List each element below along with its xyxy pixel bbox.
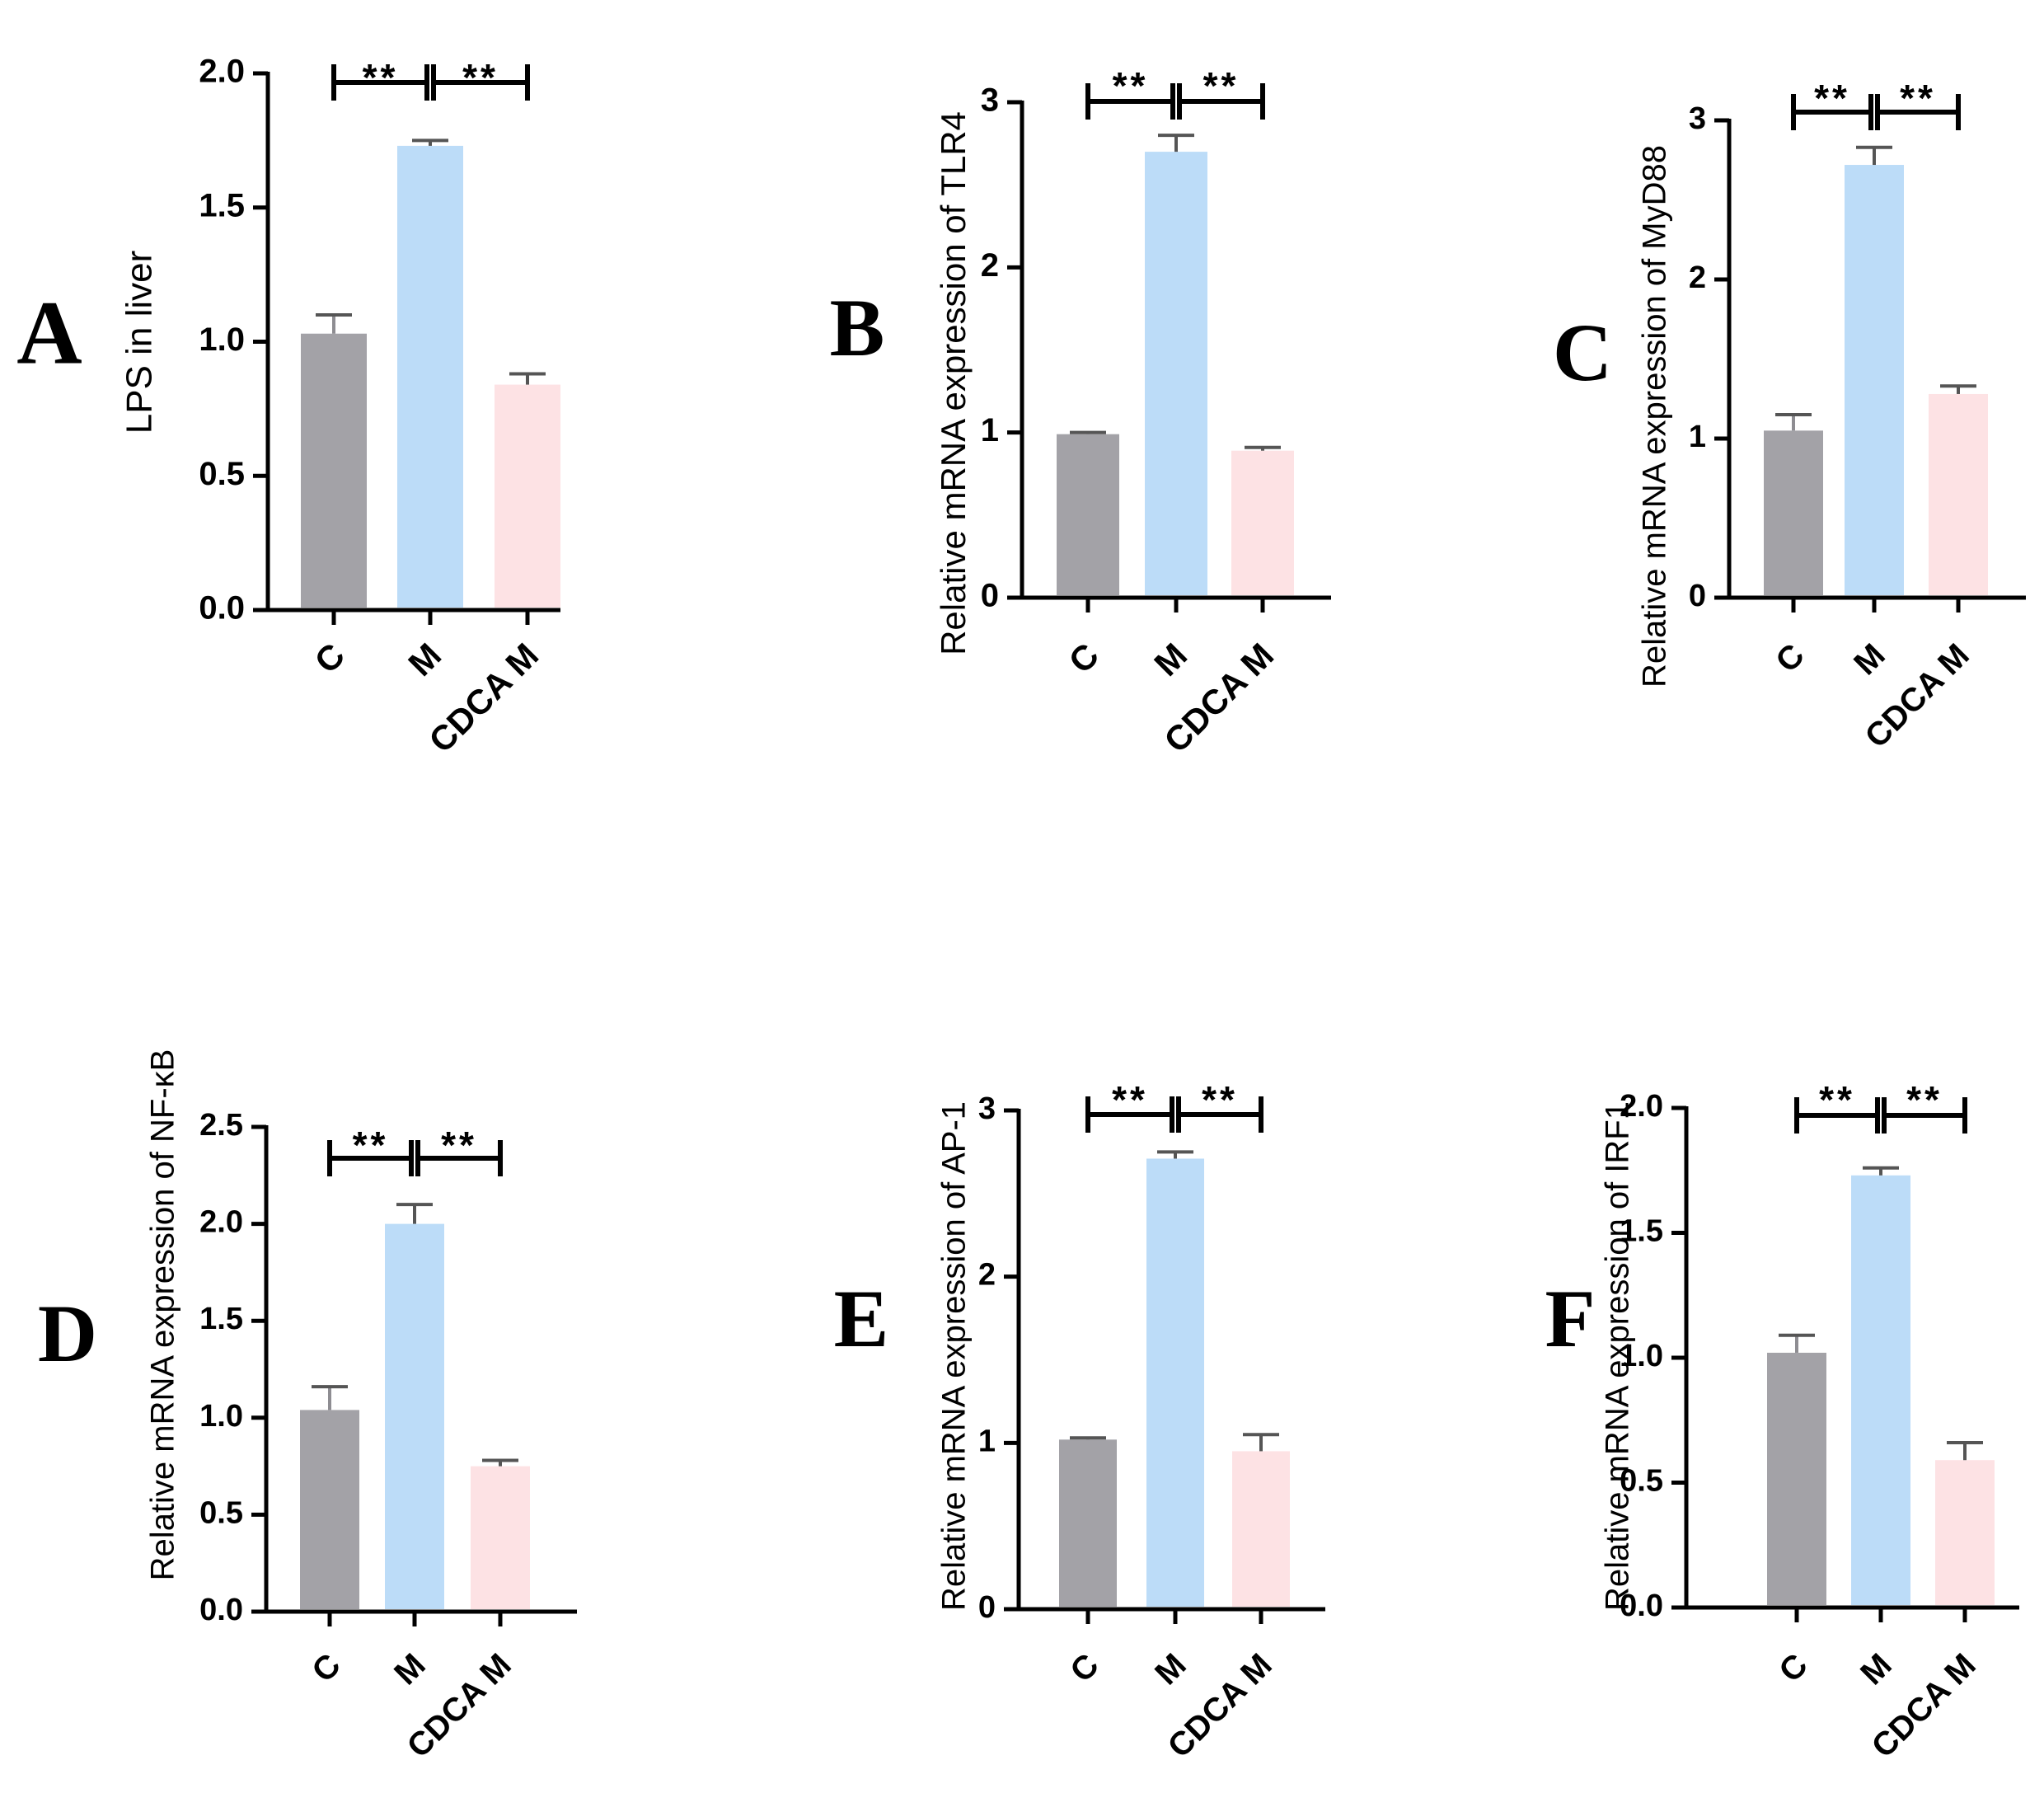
bar-m — [385, 1223, 444, 1609]
significance-stars: ** — [1202, 1078, 1238, 1121]
panel-letter: B — [830, 282, 885, 373]
bar-cdca-m — [1232, 1451, 1290, 1607]
y-tick-label: 1.0 — [199, 322, 245, 358]
bar-cdca-m — [471, 1466, 530, 1609]
y-tick-label: 2 — [978, 1258, 996, 1293]
bar-m — [1145, 152, 1207, 596]
bar-cdca-m — [1935, 1460, 1995, 1605]
x-tick-label: M — [1148, 1647, 1193, 1692]
panel-letter: C — [1553, 307, 1612, 398]
bar-cdca-m — [1231, 450, 1294, 595]
y-tick-label: 2.5 — [199, 1108, 243, 1143]
panel-letter: D — [38, 1288, 97, 1379]
panel-letter: E — [834, 1273, 889, 1364]
y-tick-label: 0.5 — [1620, 1464, 1663, 1499]
y-tick-label: 0 — [978, 1590, 996, 1625]
significance-stars: ** — [441, 1124, 477, 1166]
significance-stars: ** — [462, 56, 499, 99]
significance-stars: ** — [1814, 77, 1850, 120]
y-tick-label: 1 — [981, 412, 999, 448]
y-axis-title: Relative mRNA expression of AP-1 — [936, 1101, 973, 1611]
significance-stars: ** — [1203, 64, 1240, 107]
bar-cdca-m — [495, 384, 560, 608]
y-tick-label: 1.5 — [199, 187, 245, 223]
bar-m — [397, 145, 463, 608]
significance-stars: ** — [1819, 1078, 1855, 1121]
bar-m — [1146, 1158, 1204, 1607]
y-tick-label: 2.0 — [1620, 1089, 1663, 1124]
y-tick-label: 1 — [1689, 420, 1706, 454]
y-tick-label: 3 — [1689, 101, 1706, 136]
significance-stars: ** — [353, 1124, 389, 1166]
y-tick-label: 0 — [1689, 579, 1706, 613]
significance-stars: ** — [1112, 1078, 1148, 1121]
y-axis-title: Relative mRNA expression of NF-κB — [145, 1049, 181, 1581]
bar-c — [1059, 1439, 1117, 1607]
significance-stars: ** — [363, 56, 399, 99]
y-tick-label: 0.0 — [199, 1593, 243, 1627]
y-tick-label: 2 — [981, 247, 999, 284]
y-tick-label: 0.5 — [199, 1495, 243, 1530]
bar-c — [1057, 434, 1119, 595]
panel-d: D 0.0 0.5 1.0 1.5 2.0 2.5 Relative mRNA express… — [38, 1049, 577, 1765]
x-tick-label: C — [307, 636, 353, 681]
bar-m — [1851, 1175, 1910, 1605]
x-tick-label: M — [1854, 1647, 1899, 1692]
x-tick-label: C — [1062, 636, 1107, 681]
y-tick-label: 3 — [981, 82, 999, 119]
bar-cdca-m — [1929, 393, 1988, 595]
y-tick-label: 1.5 — [199, 1302, 243, 1336]
y-tick-label: 1.0 — [199, 1399, 243, 1434]
y-tick-label: 3 — [978, 1091, 996, 1126]
panel-letter: A — [16, 282, 82, 383]
y-tick-label: 0.0 — [199, 590, 245, 627]
y-tick-label: 0.5 — [199, 456, 245, 492]
y-tick-label: 2 — [1689, 261, 1706, 295]
x-tick-label: M — [1146, 636, 1194, 683]
x-tick-label: C — [1063, 1647, 1106, 1690]
bar-c — [1767, 1352, 1826, 1605]
y-tick-label: 2.0 — [199, 1205, 243, 1240]
y-tick-label: 1.0 — [1620, 1339, 1663, 1373]
bar-c — [301, 333, 367, 608]
y-tick-label: 0 — [981, 578, 999, 614]
panel-letter: F — [1545, 1273, 1595, 1364]
y-tick-label: 0.0 — [1620, 1589, 1663, 1623]
y-tick-label: 1 — [978, 1424, 996, 1458]
bar-c — [300, 1410, 359, 1609]
significance-stars: ** — [1906, 1078, 1943, 1121]
y-tick-label: 2.0 — [199, 54, 245, 90]
x-tick-label: C — [1769, 637, 1812, 680]
significance-stars: ** — [1113, 64, 1149, 107]
x-tick-label: C — [1772, 1647, 1815, 1690]
y-axis-title: Relative mRNA expression of MyD88 — [1637, 145, 1673, 688]
significance-stars: ** — [1900, 77, 1936, 120]
x-tick-label: M — [1847, 637, 1892, 683]
y-axis-title: LPS in liver — [120, 251, 160, 434]
x-tick-label: M — [401, 636, 448, 683]
y-tick-label: 1.5 — [1620, 1214, 1663, 1249]
x-tick-label: CDCA M — [421, 636, 546, 760]
x-tick-label: C — [305, 1647, 348, 1690]
bar-c — [1764, 430, 1823, 595]
y-axis-title: Relative mRNA expression of TLR4 — [934, 111, 973, 655]
x-tick-label: M — [387, 1647, 433, 1692]
bar-m — [1845, 165, 1904, 596]
y-axis-title: Relative mRNA expression of IRF1 — [1600, 1101, 1636, 1611]
